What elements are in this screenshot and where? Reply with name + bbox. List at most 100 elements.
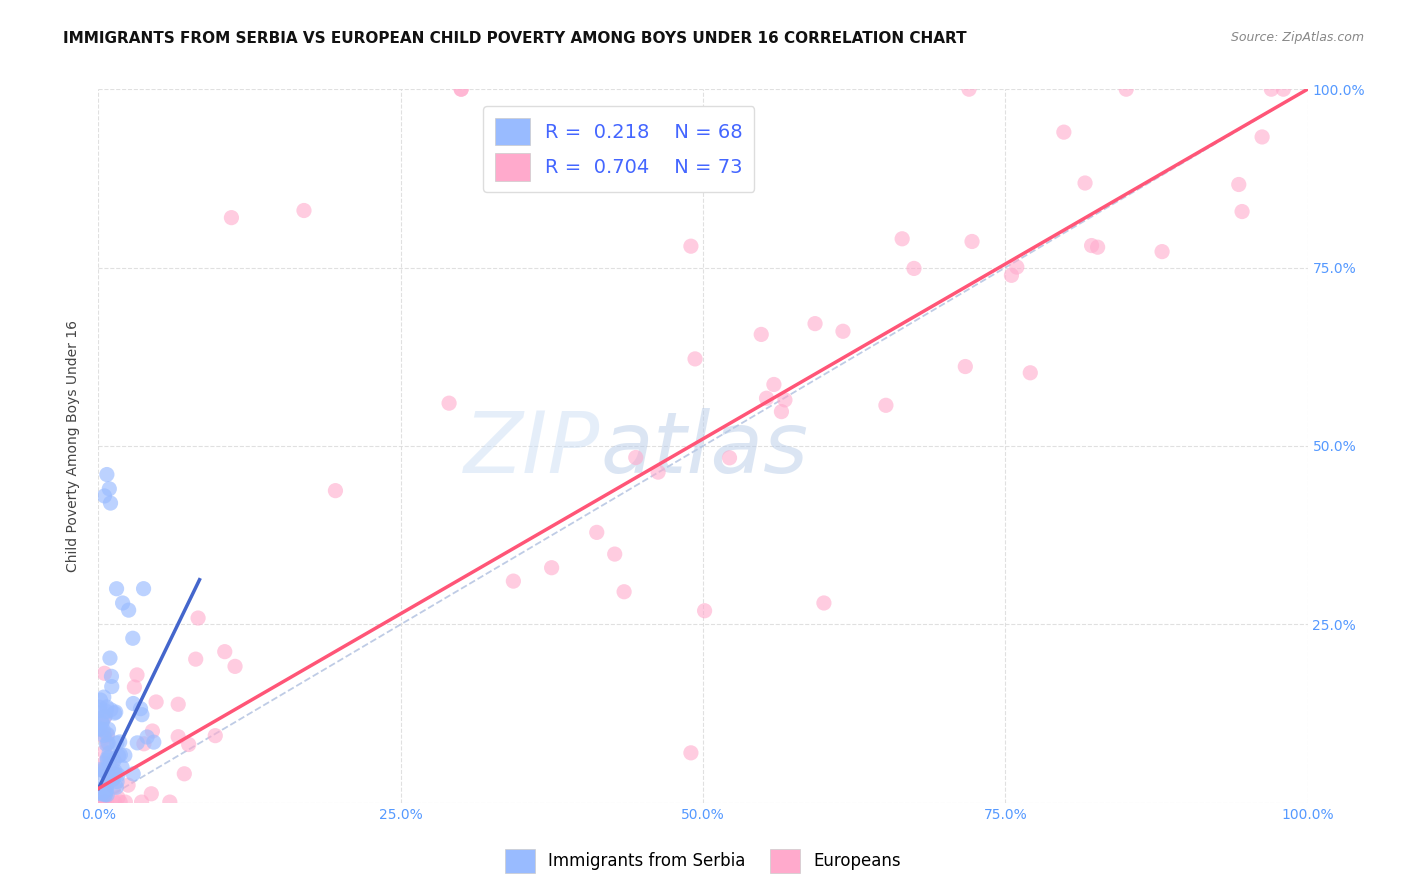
Point	[103, 780, 125, 795]
Point	[502, 574, 524, 588]
Point	[93, 756, 115, 770]
Point	[96, 737, 118, 751]
Point	[87, 722, 110, 736]
Point	[89, 786, 111, 800]
Text: Source: ZipAtlas.com: Source: ZipAtlas.com	[1230, 31, 1364, 45]
Point	[693, 604, 716, 618]
Point	[104, 767, 127, 781]
Point	[93, 690, 115, 704]
Point	[187, 611, 209, 625]
Text: ZIP: ZIP	[464, 408, 600, 491]
Point	[104, 764, 127, 778]
Point	[104, 705, 127, 719]
Point	[292, 203, 315, 218]
Point	[683, 351, 706, 366]
Point	[773, 392, 796, 407]
Point	[1230, 204, 1253, 219]
Point	[1152, 244, 1174, 259]
Y-axis label: Child Poverty Among Boys Under 16: Child Poverty Among Boys Under 16	[66, 320, 80, 572]
Point	[107, 768, 129, 782]
Point	[108, 795, 131, 809]
Point	[1251, 130, 1274, 145]
Point	[221, 211, 243, 225]
Point	[167, 730, 190, 744]
Point	[90, 715, 112, 730]
Point	[167, 698, 190, 712]
Point	[107, 748, 129, 763]
Point	[129, 701, 152, 715]
Point	[903, 261, 925, 276]
Point	[832, 324, 855, 338]
Point	[89, 769, 111, 783]
Point	[90, 787, 112, 801]
Point	[1272, 82, 1295, 96]
Point	[132, 582, 155, 596]
Point	[103, 754, 125, 768]
Point	[647, 465, 669, 479]
Point	[117, 778, 139, 792]
Point	[96, 700, 118, 714]
Point	[89, 703, 111, 717]
Point	[762, 377, 785, 392]
Point	[100, 496, 122, 510]
Point	[100, 703, 122, 717]
Point	[1053, 125, 1076, 139]
Point	[121, 632, 143, 646]
Point	[100, 680, 122, 694]
Point	[93, 710, 115, 724]
Point	[93, 763, 115, 777]
Point	[1019, 366, 1042, 380]
Point	[173, 766, 195, 780]
Point	[94, 709, 117, 723]
Point	[105, 774, 128, 789]
Point	[1074, 176, 1097, 190]
Point	[96, 795, 118, 809]
Point	[184, 652, 207, 666]
Point	[93, 795, 115, 809]
Point	[718, 450, 741, 465]
Point	[204, 729, 226, 743]
Point	[93, 666, 115, 681]
Point	[93, 795, 115, 809]
Point	[111, 760, 134, 774]
Point	[93, 795, 115, 809]
Point	[177, 738, 200, 752]
Point	[105, 780, 128, 795]
Point	[94, 704, 117, 718]
Point	[96, 467, 118, 482]
Point	[94, 788, 117, 802]
Point	[450, 82, 472, 96]
Point	[603, 547, 626, 561]
Point	[118, 603, 141, 617]
Point	[224, 659, 246, 673]
Point	[100, 669, 122, 683]
Point	[813, 596, 835, 610]
Point	[124, 680, 146, 694]
Point	[755, 391, 778, 405]
Point	[89, 693, 111, 707]
Point	[101, 757, 124, 772]
Point	[624, 450, 647, 465]
Point	[91, 785, 114, 799]
Point	[96, 729, 118, 743]
Point	[142, 735, 165, 749]
Point	[91, 714, 114, 729]
Point	[96, 751, 118, 765]
Point	[93, 728, 115, 742]
Point	[89, 763, 111, 777]
Point	[93, 730, 115, 744]
Point	[875, 398, 897, 412]
Point	[955, 359, 977, 374]
Point	[105, 736, 128, 750]
Point	[103, 795, 125, 809]
Point	[93, 489, 115, 503]
Point	[96, 780, 118, 795]
Point	[1260, 82, 1282, 96]
Point	[770, 404, 793, 418]
Point	[141, 787, 163, 801]
Point	[749, 327, 772, 342]
Point	[96, 782, 118, 797]
Point	[1115, 82, 1137, 96]
Point	[1005, 260, 1028, 274]
Point	[98, 651, 121, 665]
